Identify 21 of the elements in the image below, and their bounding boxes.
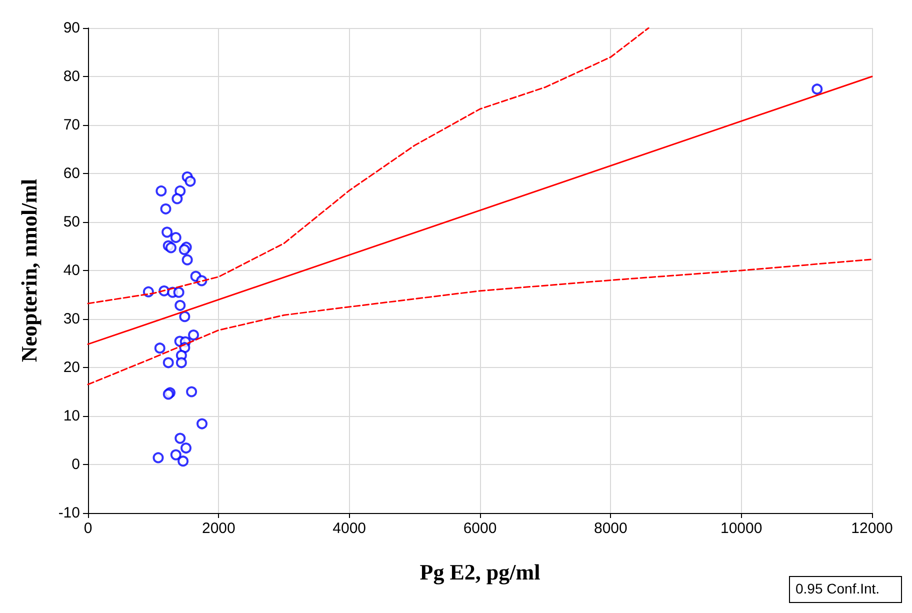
x-tick-label: 10000 [720, 520, 762, 537]
y-tick-label: 30 [63, 310, 80, 328]
x-tick-label: 8000 [594, 520, 628, 537]
y-axis-title: Neopterin, nmol/ml [16, 178, 42, 362]
x-tick-label: 0 [84, 520, 92, 537]
y-tick-label: 50 [63, 214, 80, 230]
y-tick-label: 10 [63, 408, 80, 424]
y-tick-label: 40 [63, 262, 80, 279]
y-tick-label: 70 [63, 116, 80, 134]
text: 0.95 Conf.Int. [796, 580, 880, 596]
y-tick-label: 0 [72, 456, 80, 473]
x-tick-label: 12000 [851, 520, 893, 537]
y-tick-label: 60 [63, 165, 80, 182]
y-tick-label: 20 [63, 359, 80, 376]
x-tick-label: 4000 [332, 520, 366, 537]
y-tick-label: -10 [58, 504, 80, 522]
y-tick-label: 90 [63, 20, 80, 36]
x-tick-label: 2000 [202, 520, 236, 537]
x-axis-title: Pg E2, pg/ml [420, 560, 540, 584]
x-tick-label: 6000 [463, 520, 497, 537]
y-tick-label: 80 [63, 68, 80, 85]
